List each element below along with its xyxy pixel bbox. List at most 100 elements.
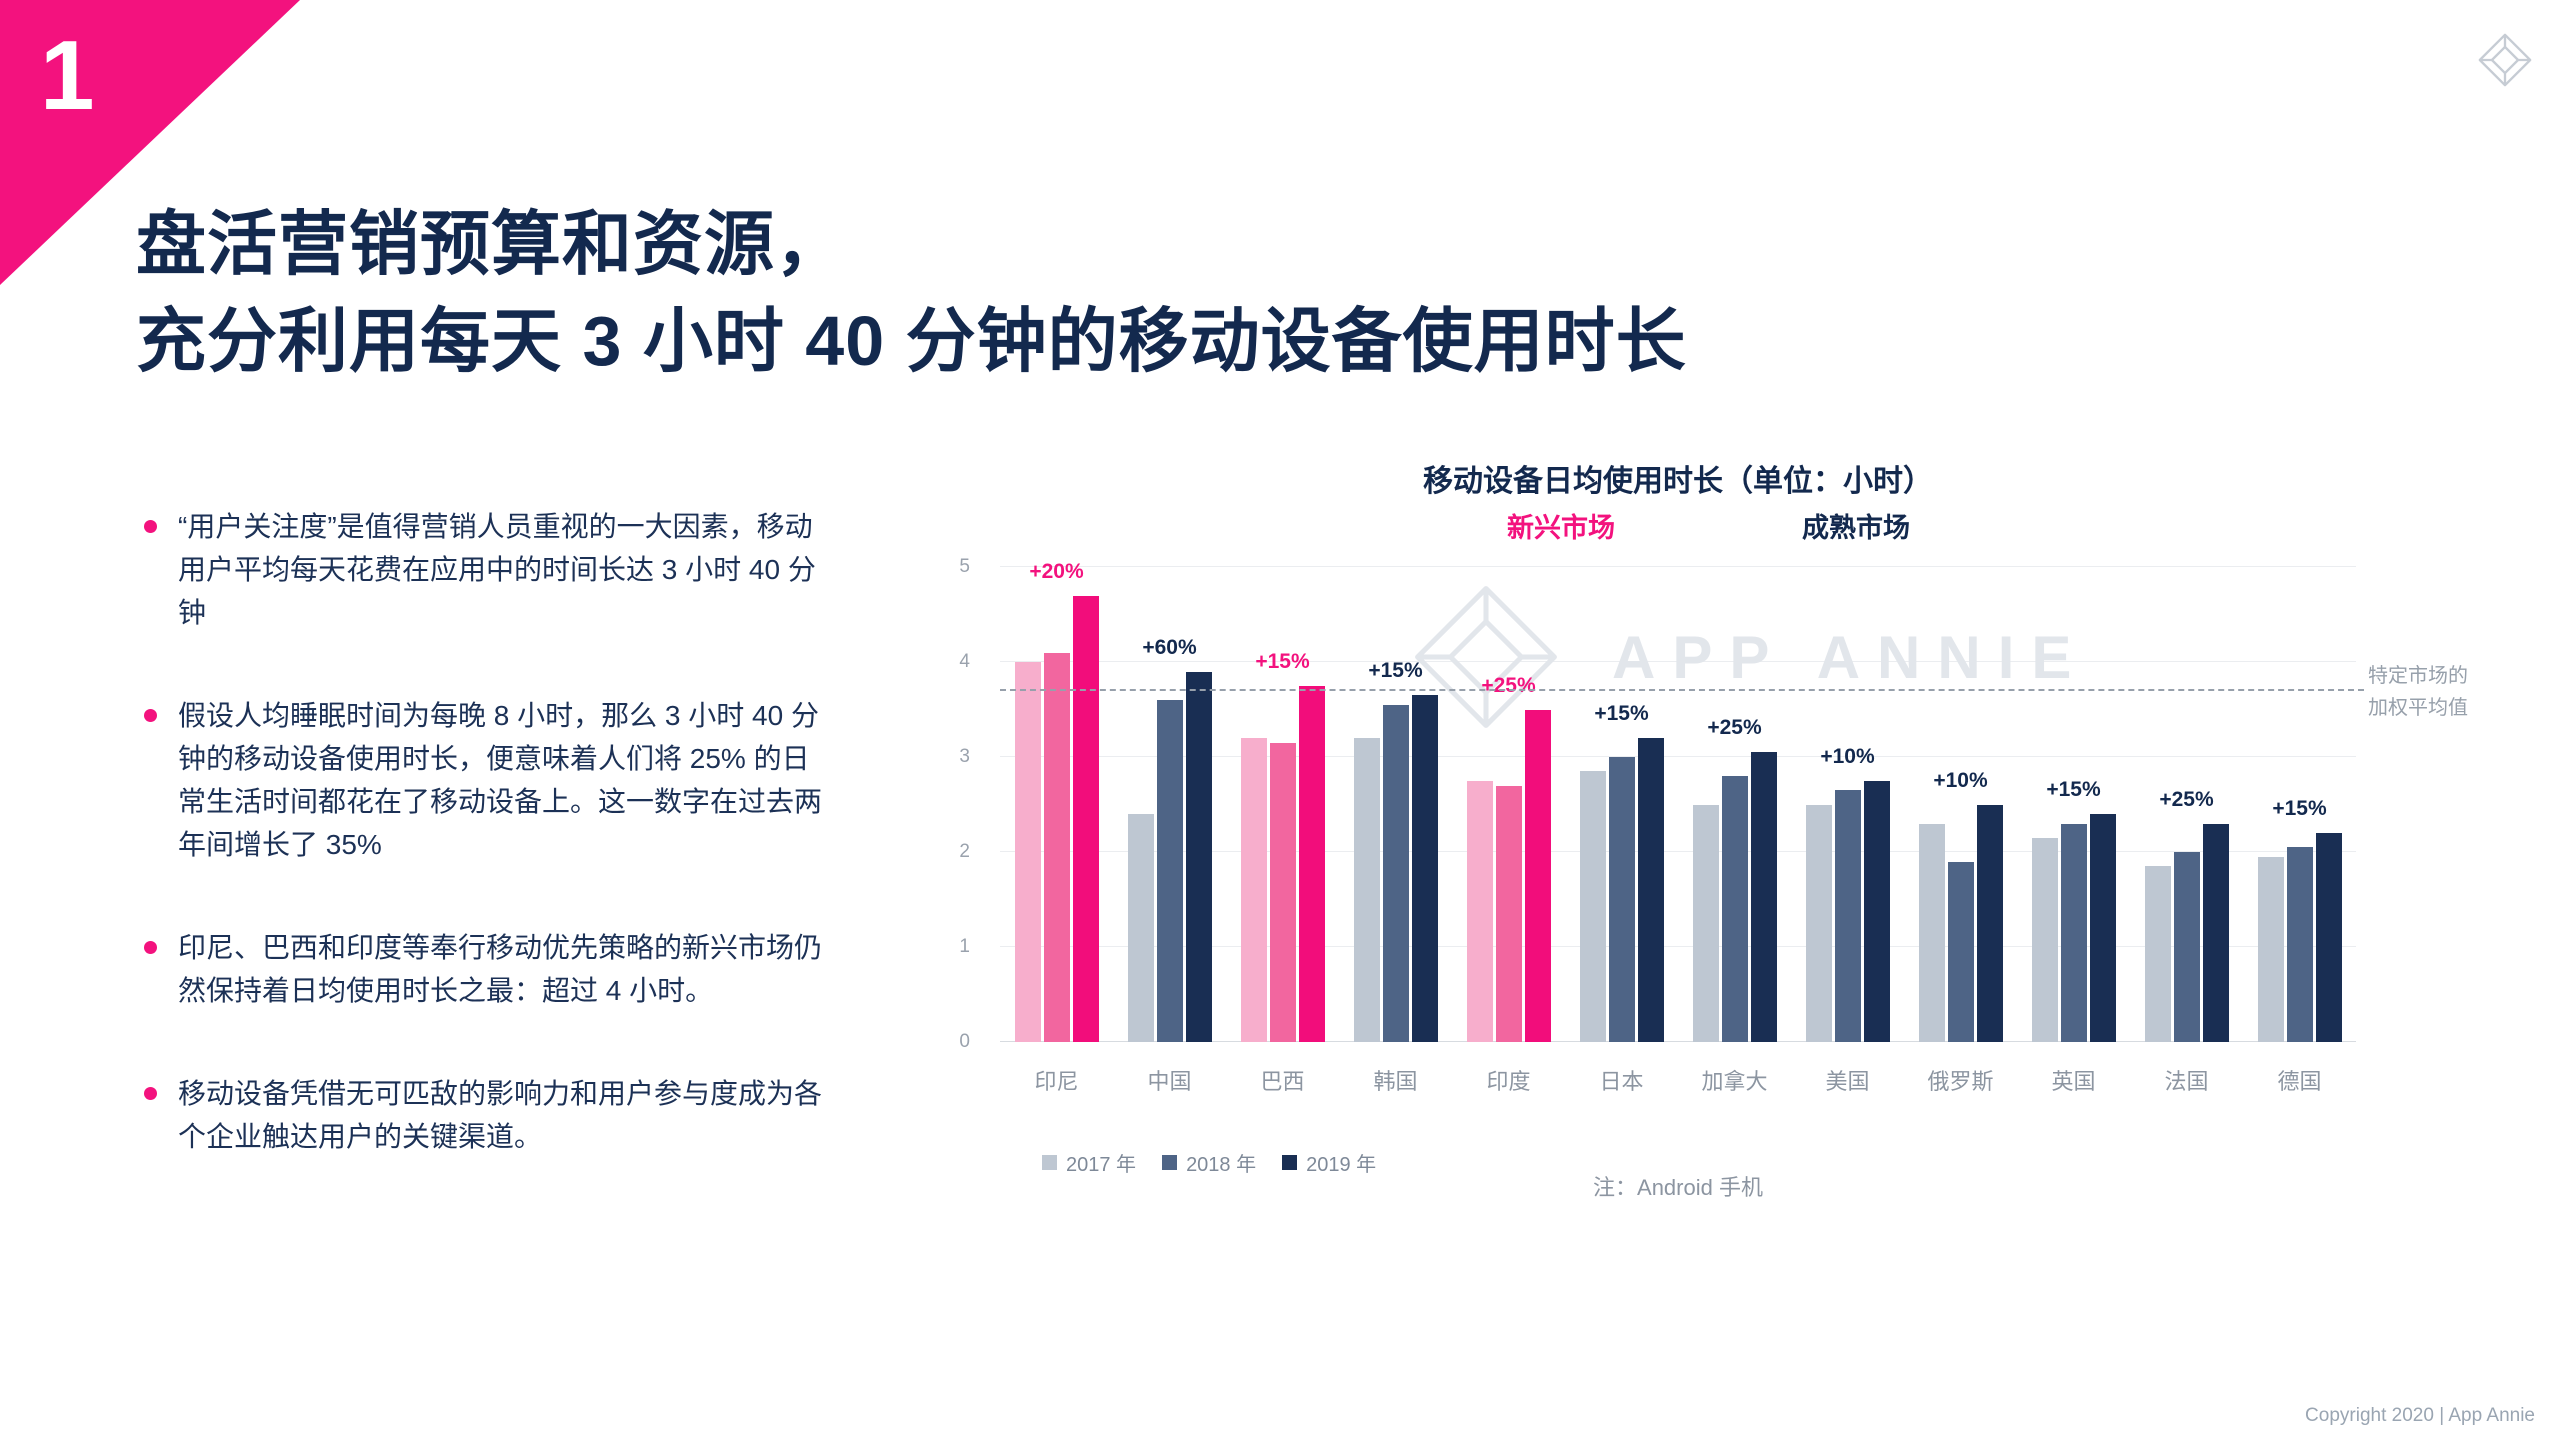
bar-俄罗斯-2017 年 [1918, 823, 1945, 1042]
bar-英国-2019 年 [2089, 814, 2116, 1042]
bar-加拿大-2019 年 [1750, 752, 1777, 1042]
bar-group-俄罗斯: +10% [1904, 567, 2017, 1042]
growth-label-印度: +25% [1481, 673, 1536, 697]
bar-印尼-2017 年 [1014, 662, 1041, 1042]
bar-印度-2017 年 [1466, 780, 1493, 1042]
growth-label-日本: +15% [1594, 702, 1649, 725]
bar-group-韩国: +15% [1339, 567, 1452, 1042]
bullet-item-4: 移动设备凭借无可匹敌的影响力和用户参与度成为各个企业触达用户的关键渠道。 [142, 1072, 832, 1158]
bar-法国-2017 年 [2144, 866, 2171, 1042]
bar-加拿大-2017 年 [1692, 804, 1719, 1042]
bar-group-英国: +15% [2017, 567, 2130, 1042]
bar-group-巴西: +15% [1226, 567, 1339, 1042]
bar-日本-2018 年 [1608, 757, 1635, 1042]
y-tick-label: 4 [959, 651, 970, 672]
x-label-法国: 法国 [2164, 1069, 2209, 1094]
growth-label-巴西: +15% [1255, 649, 1310, 673]
copyright-footer: Copyright 2020 | App Annie [2305, 1405, 2535, 1426]
growth-label-法国: +25% [2159, 787, 2214, 811]
growth-label-美国: +10% [1820, 744, 1875, 768]
page-title: 盘活营销预算和资源， 充分利用每天 3 小时 40 分钟的移动设备使用时长 [136, 196, 1687, 390]
x-label-印度: 印度 [1486, 1069, 1531, 1094]
x-label-中国: 中国 [1147, 1069, 1192, 1094]
bar-美国-2018 年 [1834, 790, 1861, 1042]
gridline [1000, 756, 2356, 757]
bar-巴西-2019 年 [1298, 685, 1325, 1042]
legend-swatch [1282, 1155, 1298, 1170]
x-label-德国: 德国 [2277, 1069, 2322, 1094]
y-axis: 0 1 2 3 4 5 [900, 556, 980, 1052]
bar-印度-2018 年 [1495, 785, 1522, 1042]
chart-title: 移动设备日均使用时长（单位：小时） [1423, 465, 1933, 498]
bar-group-法国: +25% [2130, 567, 2243, 1042]
gridline [1000, 946, 2356, 947]
weighted-average-line [1000, 688, 2364, 691]
bar-日本-2017 年 [1579, 771, 1606, 1042]
legend-label: 2018 年 [1186, 1154, 1257, 1176]
page-title-line2: 充分利用每天 3 小时 40 分钟的移动设备使用时长 [136, 302, 1687, 380]
legend-swatch [1042, 1155, 1057, 1170]
bar-groups: +20% +60% +15% +15% +25% +15% +25% +10% +10% +15%… [1000, 560, 2356, 1042]
growth-label-德国: +15% [2272, 797, 2327, 820]
bar-巴西-2018 年 [1269, 742, 1296, 1042]
x-label-韩国: 韩国 [1373, 1069, 1418, 1094]
bar-中国-2018 年 [1156, 700, 1183, 1042]
bar-韩国-2019 年 [1411, 695, 1438, 1042]
chart-plot-area: +20% +60% +15% +15% +25% +15% +25% +10% +10% +15%… [1000, 560, 2364, 1042]
bar-中国-2017 年 [1127, 814, 1154, 1042]
bar-韩国-2018 年 [1382, 704, 1409, 1042]
y-tick-label: 1 [959, 936, 970, 957]
bar-英国-2018 年 [2060, 823, 2087, 1042]
bar-德国-2019 年 [2315, 833, 2342, 1042]
y-tick-label: 5 [959, 556, 970, 577]
x-label-英国: 英国 [2051, 1069, 2096, 1094]
gridline [1000, 851, 2356, 852]
legend-label: 2019 年 [1306, 1154, 1377, 1176]
x-label-俄罗斯: 俄罗斯 [1927, 1069, 1994, 1094]
growth-label-俄罗斯: +10% [1933, 768, 1988, 792]
bar-德国-2017 年 [2257, 856, 2284, 1042]
bar-俄罗斯-2019 年 [1976, 804, 2003, 1042]
y-tick-label: 2 [959, 841, 970, 862]
growth-label-韩国: +15% [1368, 659, 1423, 683]
bar-group-印度: +25% [1452, 567, 1565, 1042]
legend-swatch [1162, 1155, 1178, 1170]
x-label-加拿大: 加拿大 [1701, 1069, 1768, 1094]
x-label-巴西: 巴西 [1260, 1069, 1305, 1094]
gridline [1000, 661, 2356, 662]
bar-法国-2019 年 [2202, 823, 2229, 1042]
label-mature-markets: 成熟市场 [1802, 513, 1910, 543]
bar-中国-2019 年 [1185, 671, 1212, 1042]
y-tick-label: 0 [959, 1031, 970, 1052]
gridline [1000, 1041, 2356, 1042]
page-number: 1 [40, 20, 95, 130]
growth-label-英国: +15% [2046, 778, 2101, 801]
legend-label: 2017 年 [1066, 1154, 1137, 1176]
label-emerging-markets: 新兴市场 [1507, 513, 1615, 543]
bullet-item-2: 假设人均睡眠时间为每晚 8 小时，那么 3 小时 40 分钟的移动设备使用时长，… [142, 694, 832, 866]
x-label-印尼: 印尼 [1034, 1069, 1079, 1094]
growth-label-加拿大: +25% [1707, 716, 1762, 740]
bullet-item-1: “用户关注度”是值得营销人员重视的一大因素，移动用户平均每天花费在应用中的时间长… [142, 505, 832, 634]
bar-group-日本: +15% [1565, 567, 1678, 1042]
x-axis-labels: 印尼 中国 巴西 韩国 印度 日本 加拿大 美国 俄罗斯 英国 法国 德国 [1000, 1064, 2356, 1096]
legend-item-2017 年: 2017 年 [1042, 1148, 1136, 1177]
bar-德国-2018 年 [2286, 847, 2313, 1042]
bar-印尼-2019 年 [1072, 595, 1099, 1042]
bar-印尼-2018 年 [1043, 652, 1070, 1042]
bar-法国-2018 年 [2173, 852, 2200, 1042]
weighted-average-label: 特定市场的 加权平均值 [2368, 665, 2468, 719]
bar-美国-2017 年 [1805, 804, 1832, 1042]
x-label-日本: 日本 [1599, 1069, 1644, 1094]
bar-印度-2019 年 [1524, 709, 1551, 1042]
page-title-line1: 盘活营销预算和资源， [136, 205, 846, 283]
chart-note: 注：Android 手机 [1593, 1175, 1763, 1200]
bar-group-德国: +15% [2243, 567, 2356, 1042]
gridline [1000, 566, 2356, 567]
bullet-item-3: 印尼、巴西和印度等奉行移动优先策略的新兴市场仍然保持着日均使用时长之最：超过 4… [142, 926, 832, 1012]
growth-label-印尼: +20% [1029, 559, 1084, 583]
growth-label-中国: +60% [1142, 635, 1197, 659]
bar-group-美国: +10% [1791, 567, 1904, 1042]
bar-group-加拿大: +25% [1678, 567, 1791, 1042]
